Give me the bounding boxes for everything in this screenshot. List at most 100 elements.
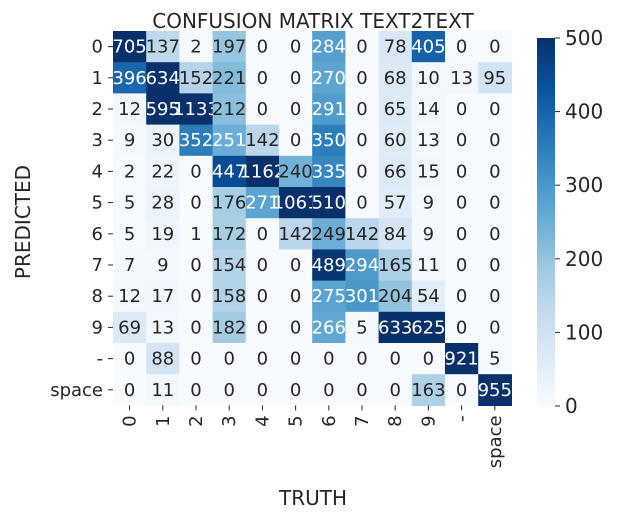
heatmap-cell	[212, 62, 247, 94]
heatmap-cell	[245, 280, 280, 313]
cell-value-label: 0	[489, 193, 500, 214]
cell-value-label: 221	[212, 68, 246, 89]
heatmap-cell	[378, 31, 413, 63]
x-tick-label: -	[452, 415, 473, 422]
cell-value-label: 0	[190, 161, 201, 182]
cell-value-label: 9	[423, 193, 434, 214]
heatmap-cell	[179, 374, 214, 406]
heatmap-cell	[378, 124, 413, 157]
cell-value-label: 0	[124, 349, 135, 370]
heatmap-cell	[378, 374, 413, 406]
heatmap-cell	[279, 280, 313, 313]
heatmap-cell	[179, 218, 214, 250]
cell-value-label: 921	[444, 349, 478, 370]
heatmap-cell	[445, 62, 479, 94]
cell-value-label: 0	[290, 130, 301, 151]
cell-value-label: 0	[190, 255, 201, 276]
cell-value-label: 0	[257, 349, 268, 370]
heatmap-cell	[478, 62, 512, 94]
cell-value-label: 335	[312, 161, 346, 182]
heatmap-cell	[113, 249, 147, 282]
cell-value-label: 0	[190, 317, 201, 338]
cell-value-label: 154	[212, 255, 246, 276]
cell-value-label: 142	[245, 130, 279, 151]
cell-value-label: 12	[118, 99, 141, 120]
heatmap-cell	[345, 218, 380, 250]
cell-value-label: 396	[112, 68, 146, 89]
heatmap-cell	[113, 62, 147, 94]
cell-value-label: 271	[245, 193, 279, 214]
heatmap-cell	[345, 280, 380, 313]
colorbar-tick-label: 400	[565, 100, 603, 124]
cell-value-label: 0	[489, 255, 500, 276]
y-tick-label: 0	[92, 37, 103, 58]
colorbar-tick-label: 500	[565, 26, 603, 50]
cell-value-label: 1133	[173, 99, 219, 120]
cell-value-label: 405	[411, 37, 445, 58]
cell-value-label: 301	[345, 286, 379, 307]
heatmap-cell	[245, 124, 280, 157]
cell-value-label: 0	[290, 68, 301, 89]
heatmap-cell	[478, 31, 512, 63]
y-axis-label: PREDICTED	[11, 165, 35, 279]
cell-value-label: 22	[151, 161, 174, 182]
cell-value-label: 0	[257, 37, 268, 58]
heatmap-cell	[245, 187, 280, 219]
cell-value-label: 251	[212, 130, 246, 151]
heatmap-cell	[179, 93, 214, 126]
heatmap-cell	[478, 155, 512, 188]
heatmap-cell	[245, 343, 280, 375]
x-axis-label: TRUTH	[278, 486, 347, 510]
heatmap-cell	[345, 187, 380, 219]
cell-value-label: 0	[389, 349, 400, 370]
heatmap-cell	[146, 62, 180, 94]
heatmap-cell	[312, 374, 346, 406]
cell-value-label: 0	[356, 161, 367, 182]
heatmap-cell	[146, 280, 180, 313]
y-tick-label: 1	[92, 68, 103, 89]
heatmap-cell	[378, 187, 413, 219]
cell-value-label: 0	[290, 349, 301, 370]
cell-value-label: 0	[290, 99, 301, 120]
cell-value-label: 204	[378, 286, 412, 307]
cell-value-label: 1	[190, 224, 201, 245]
cell-value-label: 634	[146, 68, 180, 89]
heatmap-cell	[411, 31, 446, 63]
heatmap-cell	[212, 31, 247, 63]
x-tick-label: 6	[319, 415, 340, 426]
heatmap-cell	[245, 155, 280, 188]
cell-value-label: 0	[456, 161, 467, 182]
cell-value-label: 54	[417, 286, 440, 307]
cell-value-label: 0	[257, 286, 268, 307]
cell-value-label: 0	[356, 130, 367, 151]
cell-value-label: 5	[124, 224, 135, 245]
cell-value-label: 0	[257, 255, 268, 276]
heatmap-cell	[113, 93, 147, 126]
cell-value-label: 9	[157, 255, 168, 276]
heatmap-cell	[378, 155, 413, 188]
x-tick-label: space	[485, 415, 506, 468]
cell-value-label: 0	[190, 380, 201, 401]
cell-value-label: 0	[456, 193, 467, 214]
heatmap-cell	[411, 374, 446, 406]
x-tick-label: 1	[153, 415, 174, 426]
cell-value-label: 5	[489, 349, 500, 370]
heatmap-cell	[312, 280, 346, 313]
heatmap-cell	[146, 218, 180, 250]
x-tick-label: 7	[352, 415, 373, 426]
y-tick-label: -	[97, 349, 104, 370]
cell-value-label: 11	[417, 255, 440, 276]
y-tick-label: 6	[92, 224, 103, 245]
cell-value-label: 7	[124, 255, 135, 276]
heatmap-cell	[478, 187, 512, 219]
heatmap-cell	[279, 374, 313, 406]
cell-value-label: 0	[489, 317, 500, 338]
cell-value-label: 0	[489, 161, 500, 182]
heatmap-cell	[411, 187, 446, 219]
heatmap-cell	[411, 249, 446, 282]
heatmap-cell	[279, 124, 313, 157]
heatmap-cell	[312, 93, 346, 126]
heatmap-cell	[146, 249, 180, 282]
